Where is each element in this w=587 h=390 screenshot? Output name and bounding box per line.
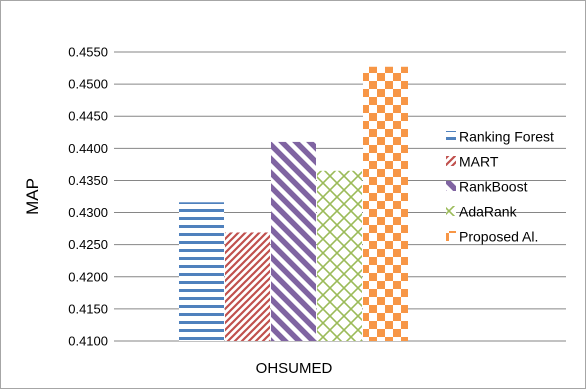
legend-swatch — [446, 206, 456, 216]
legend-entry: AdaRank — [459, 204, 518, 220]
x-category-label: OHSUMED — [256, 360, 333, 377]
y-tick-label: 0.4300 — [68, 205, 108, 220]
y-tick-label: 0.4100 — [68, 334, 108, 349]
bar-adarank — [317, 170, 362, 341]
legend-entry: RankBoost — [459, 179, 528, 195]
legend-swatch — [446, 131, 456, 141]
bar-rankboost — [271, 141, 316, 341]
y-tick-label: 0.4250 — [68, 237, 108, 252]
legend-entry: Proposed Al. — [459, 229, 538, 245]
legend-swatch — [446, 231, 456, 241]
legend-entry: Ranking Forest — [459, 129, 554, 145]
y-tick-label: 0.4200 — [68, 269, 108, 284]
bar-proposed-al — [363, 66, 408, 341]
legend-swatch — [446, 156, 456, 166]
legend-entry: MART — [459, 154, 499, 170]
bars — [179, 66, 408, 341]
y-axis-ticks: 0.4100 0.4150 0.4200 0.4250 0.4300 0.4350 0.44… — [68, 45, 108, 349]
legend: Ranking Forest MART RankBoost AdaRank Propos… — [446, 129, 554, 245]
y-tick-label: 0.4550 — [68, 45, 108, 60]
y-tick-label: 0.4150 — [68, 301, 108, 316]
y-tick-label: 0.4400 — [68, 141, 108, 156]
bar-mart — [225, 232, 270, 341]
y-axis-label: MAP — [23, 178, 42, 215]
y-tick-label: 0.4350 — [68, 173, 108, 188]
legend-swatch — [446, 181, 456, 191]
bar-ranking-forest — [179, 202, 224, 341]
y-tick-label: 0.4450 — [68, 109, 108, 124]
y-tick-label: 0.4500 — [68, 77, 108, 92]
